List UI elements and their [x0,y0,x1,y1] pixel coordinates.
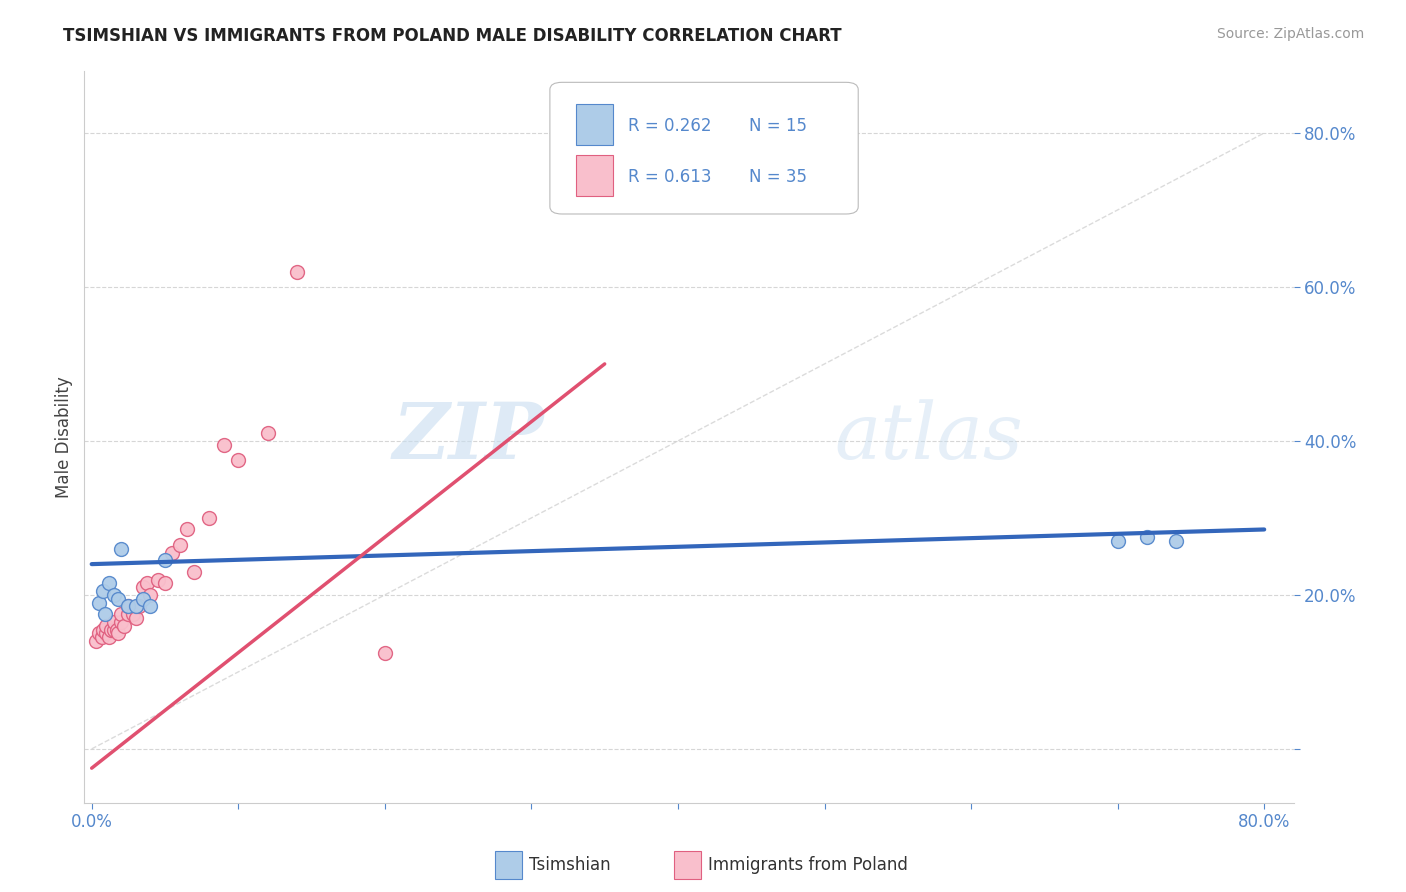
Point [98,576,121,591]
Point [110,541,132,556]
Text: atlas: atlas [834,399,1022,475]
Point [93,584,115,599]
Point [153,553,176,567]
Point [139,599,162,614]
Point [105,623,128,637]
FancyBboxPatch shape [550,82,858,214]
Point [1166,534,1188,549]
Text: TSIMSHIAN VS IMMIGRANTS FROM POLAND MALE DISABILITY CORRELATION CHART: TSIMSHIAN VS IMMIGRANTS FROM POLAND MALE… [63,27,842,45]
Bar [675,851,702,879]
Point [226,453,249,467]
Point [93,623,115,637]
Point [94,607,117,622]
Point [124,599,146,614]
Point [256,426,278,441]
Point [110,607,132,622]
Point [153,576,176,591]
Point [121,607,143,622]
Point [132,580,155,594]
Point [103,588,125,602]
Text: R = 0.613: R = 0.613 [628,169,711,186]
Bar [495,851,522,879]
Point [162,545,184,559]
Point [117,599,139,614]
Point [146,573,169,587]
Point [110,615,132,629]
Point [87,596,110,610]
Point [132,591,155,606]
Point [285,264,308,278]
Point [374,646,396,660]
Point [1107,534,1129,549]
Point [87,626,110,640]
Point [169,538,191,552]
Point [96,626,118,640]
Point [84,634,107,648]
Point [139,588,162,602]
Point [212,438,235,452]
Point [96,618,118,632]
Text: Immigrants from Poland: Immigrants from Poland [709,856,908,874]
Point [98,630,121,644]
Point [107,626,129,640]
Point [100,623,122,637]
Point [124,611,146,625]
Point [112,618,135,632]
Point [1136,530,1159,544]
Point [136,576,159,591]
Point [107,591,129,606]
Y-axis label: Male Disability: Male Disability [55,376,73,498]
Point [183,565,205,579]
Point [117,607,139,622]
Point [117,599,139,614]
Point [91,630,114,644]
Bar [576,104,613,145]
Text: N = 15: N = 15 [749,117,807,136]
Point [103,623,125,637]
Text: N = 35: N = 35 [749,169,807,186]
Point [103,615,125,629]
Point [128,599,150,614]
Text: Tsimshian: Tsimshian [529,856,612,874]
Text: Source: ZipAtlas.com: Source: ZipAtlas.com [1216,27,1364,41]
Bar [576,155,613,195]
Point [176,523,198,537]
Point [198,511,221,525]
Text: R = 0.262: R = 0.262 [628,117,711,136]
Text: ZIP: ZIP [392,399,544,475]
